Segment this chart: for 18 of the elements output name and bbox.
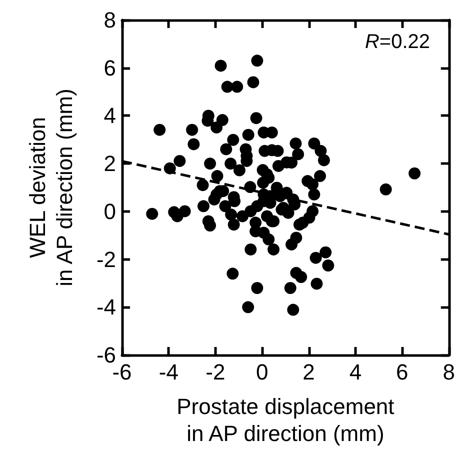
x-tick-label: -2 — [206, 360, 226, 384]
y-tick-label: 6 — [104, 55, 116, 80]
y-tick-label: 4 — [104, 103, 116, 128]
x-tick-label: -4 — [158, 360, 178, 384]
y-tick-label: -6 — [96, 342, 116, 368]
x-tick-label: 6 — [396, 360, 408, 384]
y-tick-label: -4 — [96, 294, 116, 320]
y-axis-title: WEL deviation in AP direction (mm) — [25, 88, 77, 286]
x-tick-label: 4 — [349, 360, 362, 384]
annotation: R=0.22 — [364, 31, 430, 53]
y-tick-label: -2 — [96, 246, 116, 272]
y-tick-label: 2 — [104, 151, 116, 176]
y-tick-label: 0 — [104, 198, 116, 224]
x-tick-label: 8 — [442, 360, 456, 384]
x-axis-title: Prostate displacement in AP direction (mm) — [176, 394, 394, 446]
y-tick-label: 8 — [104, 8, 116, 32]
x-tick-label: 0 — [256, 360, 268, 384]
x-tick-label: 2 — [302, 360, 315, 384]
